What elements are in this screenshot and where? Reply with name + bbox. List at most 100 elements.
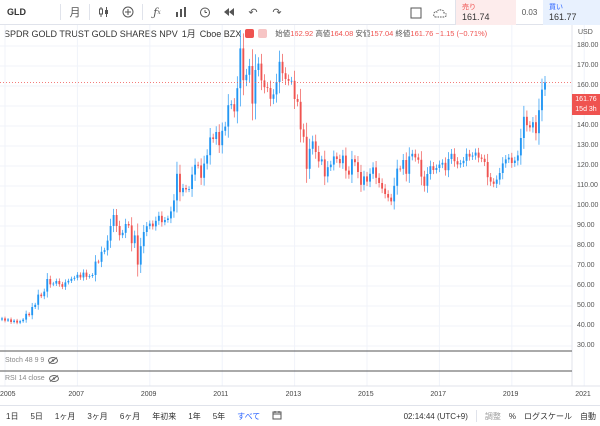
candle-body — [492, 181, 495, 184]
candle — [507, 153, 510, 164]
candle — [341, 149, 344, 169]
layout-tools — [404, 2, 452, 24]
range-6m[interactable]: 6ヶ月 — [119, 411, 141, 421]
alert-icon[interactable] — [193, 1, 217, 23]
symbol-search-button[interactable]: GLD — [7, 7, 26, 17]
eye-hidden-icon[interactable] — [48, 357, 59, 364]
candle-body — [260, 63, 263, 81]
candle — [459, 159, 462, 168]
candle-body — [471, 155, 474, 157]
candle — [284, 67, 287, 85]
candle — [118, 220, 121, 241]
candle-body — [142, 232, 145, 247]
auto-scale-toggle[interactable]: 自動 — [580, 411, 596, 421]
candle-body — [79, 274, 82, 278]
clock[interactable]: 02:14:44 (UTC+9) — [403, 411, 468, 421]
candle-body — [257, 63, 260, 70]
candle — [513, 156, 516, 167]
candle-body — [335, 156, 338, 159]
range-1d[interactable]: 1日 — [6, 411, 19, 421]
candle — [182, 183, 184, 197]
candle-body — [218, 132, 221, 146]
candle-body — [263, 80, 266, 88]
range-1y[interactable]: 1年 — [188, 411, 201, 421]
candle — [510, 152, 513, 168]
candle — [115, 208, 118, 233]
candle-body — [40, 294, 43, 297]
buy-button[interactable]: 買い 161.77 — [543, 0, 600, 25]
price-tick-label: 170.00 — [577, 62, 599, 69]
stoch-indicator-label[interactable]: Stoch 48 9 9 — [5, 357, 59, 364]
market-status-icon — [245, 29, 255, 38]
add-compare-icon[interactable] — [116, 1, 140, 23]
candle-body — [73, 277, 76, 279]
candle-body — [13, 320, 16, 322]
candle — [169, 206, 172, 224]
time-tick-label: 2017 — [430, 391, 446, 398]
replay-icon[interactable] — [217, 1, 241, 23]
undo-icon[interactable]: ↶ — [248, 6, 258, 19]
date-range-icon[interactable] — [272, 410, 282, 422]
candle — [166, 215, 169, 223]
range-1m[interactable]: 1ヶ月 — [54, 411, 76, 421]
candle-body — [236, 88, 239, 112]
templates-icon[interactable] — [169, 1, 193, 23]
candle-body — [323, 159, 326, 177]
candle — [58, 278, 61, 287]
range-5y[interactable]: 5年 — [212, 411, 226, 421]
candle-body — [372, 167, 374, 174]
candle — [55, 278, 58, 287]
candle-body — [435, 168, 438, 170]
range-all[interactable]: すべて — [237, 411, 261, 421]
candle — [363, 170, 365, 191]
candle — [501, 157, 504, 180]
candle-body — [194, 164, 197, 175]
rsi-indicator-label[interactable]: RSI 14 close — [5, 375, 59, 382]
candle — [272, 89, 275, 105]
sell-button[interactable]: 売り 161.74 — [456, 0, 516, 25]
toolbar-divider — [60, 4, 61, 20]
candles-icon[interactable] — [92, 1, 116, 23]
candle — [154, 216, 157, 231]
price-chart[interactable] — [0, 0, 600, 405]
candle-body — [43, 291, 46, 297]
high-value: 164.08 — [330, 29, 354, 38]
symbol-title: SPDR GOLD TRUST GOLD SHARES NPV — [4, 28, 178, 39]
candle — [103, 247, 106, 255]
candle-body — [245, 74, 248, 81]
candle-body — [414, 153, 417, 158]
candle — [97, 259, 100, 264]
candle-body — [522, 116, 525, 138]
candle-body — [498, 173, 501, 180]
candle — [257, 57, 260, 77]
candle-body — [233, 104, 236, 112]
log-scale-toggle[interactable]: ログスケール — [524, 411, 572, 421]
range-5d[interactable]: 5日 — [30, 411, 43, 421]
candle — [477, 147, 480, 163]
candle — [519, 128, 522, 165]
candle — [236, 76, 239, 124]
candle-body — [136, 235, 139, 265]
layout-icon[interactable] — [404, 2, 428, 24]
eye-hidden-icon[interactable] — [48, 375, 59, 382]
interval-button[interactable]: 月 — [69, 7, 81, 19]
range-ytd[interactable]: 年初来 — [152, 411, 177, 421]
candle — [426, 167, 429, 193]
candle — [157, 211, 160, 225]
candle — [350, 150, 353, 183]
percent-toggle[interactable]: % — [508, 411, 516, 421]
candle-body — [64, 282, 67, 287]
candle — [212, 133, 215, 143]
time-tick-label: 2007 — [68, 391, 84, 398]
range-3m[interactable]: 3ヶ月 — [87, 411, 108, 421]
candle — [323, 150, 326, 186]
candle-body — [320, 159, 323, 162]
redo-icon[interactable]: ↷ — [272, 6, 282, 19]
candle-body — [402, 160, 405, 169]
cloud-icon[interactable] — [428, 2, 452, 24]
candle-body — [347, 170, 350, 175]
candle-body — [266, 87, 269, 88]
adjust-toggle[interactable]: 調整 — [484, 411, 501, 421]
candle — [528, 121, 531, 132]
